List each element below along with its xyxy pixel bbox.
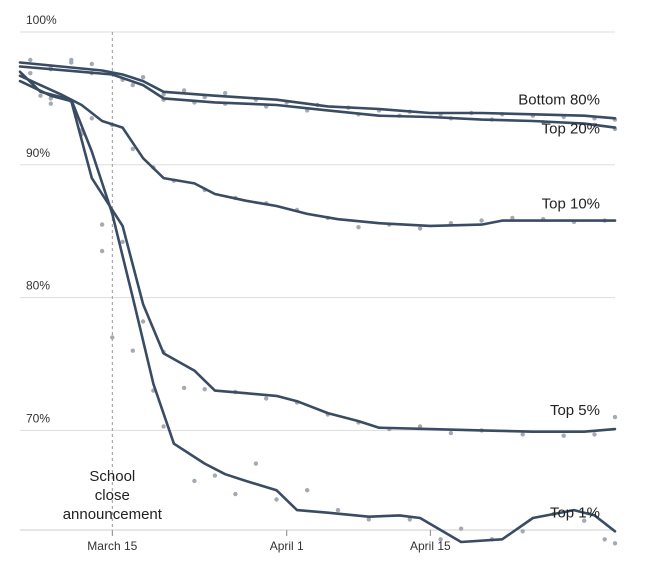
school-close-annotation: School close announcement [63, 32, 163, 530]
y-tick-label: 70% [26, 411, 50, 425]
y-tick-label: 90% [26, 146, 50, 160]
series-label-top-10: Top 10% [542, 196, 600, 213]
y-tick-label: 80% [26, 279, 50, 293]
data-point-top-1 [407, 517, 412, 522]
data-point-top-1 [582, 518, 587, 523]
data-point-top-20 [69, 60, 74, 65]
data-point-bottom-80 [140, 75, 146, 80]
data-point-top-5 [612, 414, 618, 420]
series-label-top-20: Top 20% [542, 121, 600, 138]
data-point-top-1 [335, 507, 341, 513]
data-point-top-5 [264, 396, 269, 401]
data-point-top-1 [458, 526, 464, 531]
data-point-top-1 [233, 491, 238, 497]
data-point-top-10 [130, 146, 135, 152]
x-axis: March 15 April 1 April 15 [87, 530, 451, 553]
data-point-top-10 [417, 226, 423, 231]
series-line-top-1 [18, 70, 617, 544]
data-point-top-1 [438, 537, 443, 542]
data-point-bottom-80 [223, 90, 228, 96]
series-line-bottom-80 [18, 61, 617, 120]
x-tick-label: March 15 [87, 539, 137, 553]
data-point-bottom-80 [181, 88, 187, 93]
data-point-top-1 [274, 497, 279, 502]
data-point-top-5 [202, 387, 207, 392]
data-point-top-1 [366, 517, 371, 522]
series-line-top-10 [18, 74, 617, 228]
data-point-bottom-80 [161, 92, 166, 97]
series-labels: Bottom 80% Top 20% Top 10% Top 5% Top 1% [518, 91, 600, 521]
annotation-text-line-1: School [89, 468, 135, 485]
data-point-top-5 [120, 239, 125, 244]
data-point-top-5 [99, 222, 105, 227]
series-lines [18, 61, 617, 544]
data-point-top-5 [181, 385, 187, 391]
data-point-top-1 [99, 248, 105, 254]
data-point-top-20 [28, 71, 33, 76]
annotation-text-line-2: close [95, 487, 130, 504]
data-point-top-1 [520, 529, 525, 534]
data-point-top-1 [48, 101, 53, 106]
x-tick-label: April 15 [410, 539, 451, 553]
data-point-top-1 [192, 478, 197, 484]
series-label-bottom-80: Bottom 80% [518, 91, 600, 108]
data-point-top-10 [38, 93, 43, 98]
data-point-top-10 [510, 215, 515, 221]
y-axis: 100% 90% 80% 70% [26, 13, 57, 425]
series-line-top-20 [18, 65, 617, 129]
series-label-top-1: Top 1% [550, 504, 600, 521]
series-label-top-5: Top 5% [550, 402, 600, 419]
data-point-top-10 [89, 116, 95, 121]
data-point-top-5 [520, 432, 525, 437]
data-point-top-5 [592, 432, 597, 437]
data-point-top-20 [130, 82, 135, 88]
data-point-top-10 [479, 218, 484, 223]
data-point-top-5 [448, 430, 454, 436]
data-point-top-1 [305, 488, 310, 493]
data-point-bottom-80 [28, 57, 33, 63]
data-point-top-1 [130, 348, 135, 353]
data-point-top-1 [110, 335, 115, 340]
data-point-top-1 [602, 537, 607, 542]
series-line-top-5 [18, 79, 617, 433]
data-point-top-1 [212, 473, 218, 478]
data-point-top-1 [612, 541, 618, 546]
data-point-top-5 [561, 433, 566, 438]
data-point-bottom-80 [89, 61, 95, 67]
data-point-top-1 [253, 461, 259, 466]
data-point-top-5 [140, 319, 146, 324]
x-tick-label: April 1 [270, 539, 304, 553]
y-tick-label: 100% [26, 13, 57, 27]
annotation-text-line-3: announcement [63, 506, 163, 523]
data-point-top-1 [161, 424, 166, 429]
data-point-top-10 [356, 225, 361, 230]
